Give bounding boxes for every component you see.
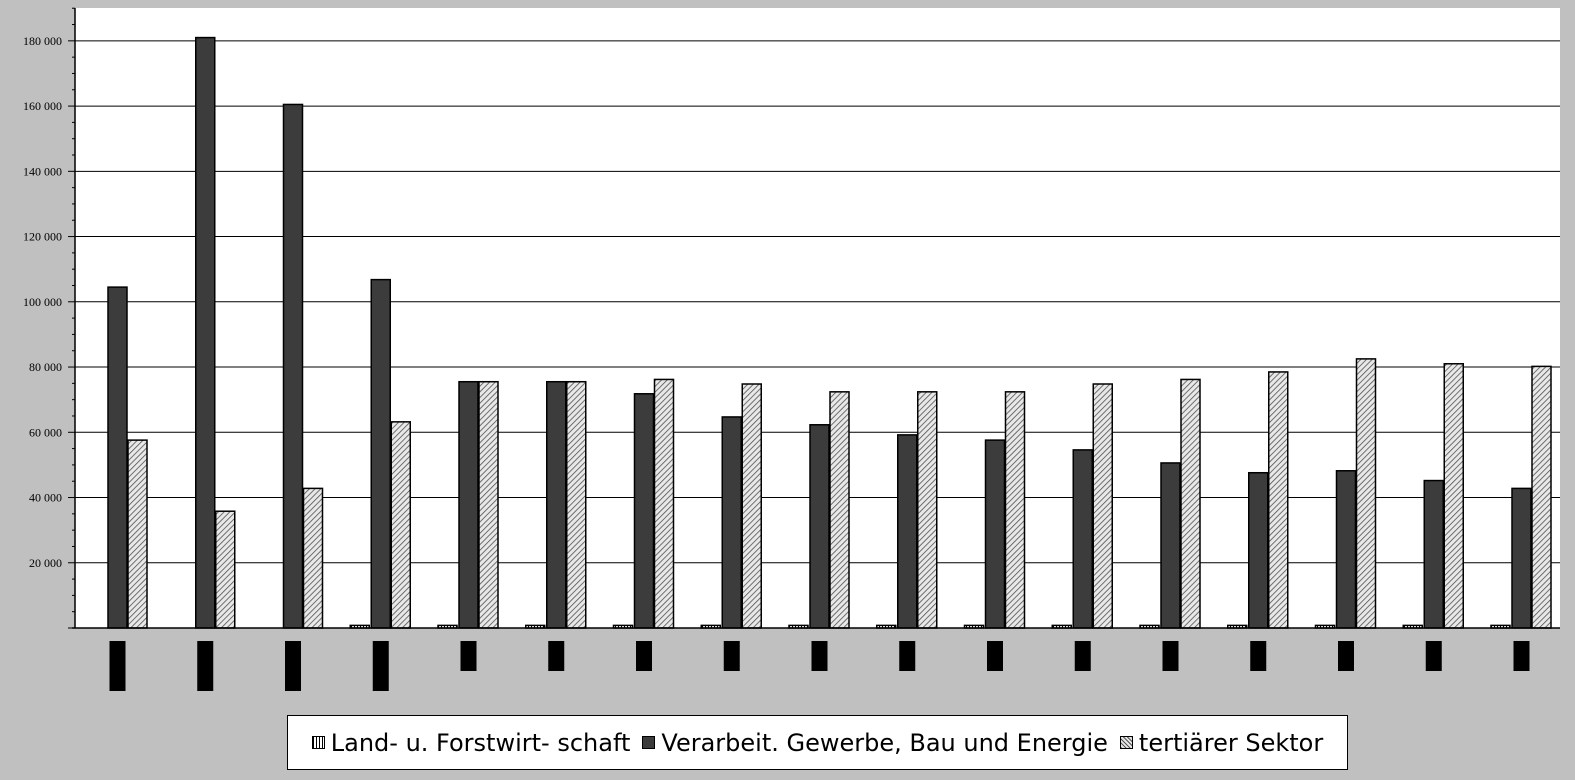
category-marker <box>197 641 214 691</box>
category-marker <box>1513 641 1530 671</box>
category-marker <box>460 641 477 671</box>
bar-tertiary <box>1004 391 1026 629</box>
bar-industry <box>282 103 304 629</box>
y-tick-labels: 20 000 40 000 60 000 80 000 100 000 120 000 14… <box>23 34 62 570</box>
bar-industry <box>195 36 216 629</box>
category-marker <box>1074 641 1091 671</box>
bar-industry <box>1511 487 1532 629</box>
category-marker <box>285 641 301 691</box>
category-marker <box>811 641 828 671</box>
bar-tertiary <box>127 439 148 629</box>
category-marker <box>1250 641 1267 671</box>
bar-tertiary <box>566 380 587 629</box>
bar-industry <box>809 424 830 629</box>
bar-tertiary <box>390 421 411 629</box>
bar-industry <box>370 278 391 629</box>
category-marker <box>987 641 1003 671</box>
bar-industry <box>984 439 1006 629</box>
y-tick-label: 20 000 <box>29 556 62 570</box>
bar-tertiary <box>1355 358 1377 629</box>
legend-swatch-land <box>311 736 325 749</box>
y-tick-label: 180 000 <box>23 34 62 48</box>
category-marker <box>636 641 652 671</box>
legend-label-industry: Verarbeit. Gewerbe, Bau und Energie <box>661 728 1108 757</box>
bar-tertiary <box>917 391 938 629</box>
legend-label-land: Land- u. Forstwirt- schaft <box>330 728 631 757</box>
bar-industry <box>1335 470 1357 629</box>
legend-label-tertiary: tertiärer Sektor <box>1138 728 1324 757</box>
bar-tertiary <box>1443 363 1464 629</box>
y-tick-label: 100 000 <box>23 295 62 309</box>
legend-item-tertiary: tertiärer Sektor <box>1119 728 1324 757</box>
category-marker <box>109 641 126 691</box>
y-tick-label: 80 000 <box>29 360 62 374</box>
category-marker <box>1425 641 1442 671</box>
bars <box>107 36 1552 629</box>
legend-swatch-tertiary <box>1119 736 1133 749</box>
bar-industry <box>1072 449 1093 629</box>
bar-industry <box>633 393 655 629</box>
category-marker <box>548 641 565 671</box>
legend-item-land: Land- u. Forstwirt- schaft <box>311 728 631 757</box>
legend-item-industry: Verarbeit. Gewerbe, Bau und Energie <box>642 729 1108 757</box>
y-tick-label: 140 000 <box>23 164 62 178</box>
bar-industry <box>107 286 128 629</box>
bar-tertiary <box>1180 378 1201 629</box>
y-tick-label: 120 000 <box>23 230 62 244</box>
category-marker <box>899 641 916 671</box>
category-marker <box>723 641 740 671</box>
legend-swatch-industry <box>642 736 656 749</box>
bar-industry <box>1248 471 1269 629</box>
bar-tertiary <box>741 383 762 629</box>
bar-industry <box>546 380 567 629</box>
bar-tertiary <box>215 510 236 629</box>
y-tick-label: 160 000 <box>23 99 62 113</box>
bar-tertiary <box>478 380 499 629</box>
bar-tertiary <box>302 487 324 629</box>
y-tick-label: 60 000 <box>29 425 62 439</box>
bar-industry <box>1423 479 1444 629</box>
y-tick-label: 40 000 <box>29 491 62 505</box>
category-marker <box>1338 641 1354 671</box>
bar-tertiary <box>653 378 675 629</box>
bar-industry <box>897 434 918 629</box>
bar-tertiary <box>829 391 850 629</box>
bar-tertiary <box>1268 371 1289 629</box>
bar-tertiary <box>1092 383 1113 629</box>
bar-industry <box>1160 462 1181 629</box>
legend: Land- u. Forstwirt- schaft Verarbeit. Ge… <box>287 715 1348 770</box>
bar-tertiary <box>1531 365 1552 629</box>
bar-industry <box>721 416 742 629</box>
category-marker <box>372 641 389 691</box>
bar-industry <box>458 380 479 629</box>
category-markers <box>109 641 1530 691</box>
y-axis <box>68 7 76 629</box>
category-marker <box>1162 641 1179 671</box>
